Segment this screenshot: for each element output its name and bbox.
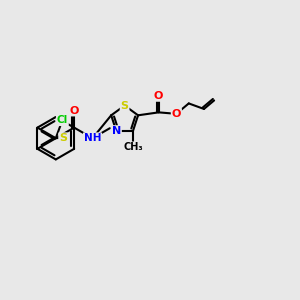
Text: S: S [59, 133, 67, 143]
Text: S: S [121, 100, 129, 110]
Text: O: O [172, 109, 181, 119]
Text: N: N [112, 126, 121, 136]
Text: O: O [154, 91, 164, 101]
Text: NH: NH [84, 133, 101, 143]
Text: O: O [70, 106, 79, 116]
Text: Cl: Cl [57, 115, 68, 125]
Text: CH₃: CH₃ [123, 142, 143, 152]
